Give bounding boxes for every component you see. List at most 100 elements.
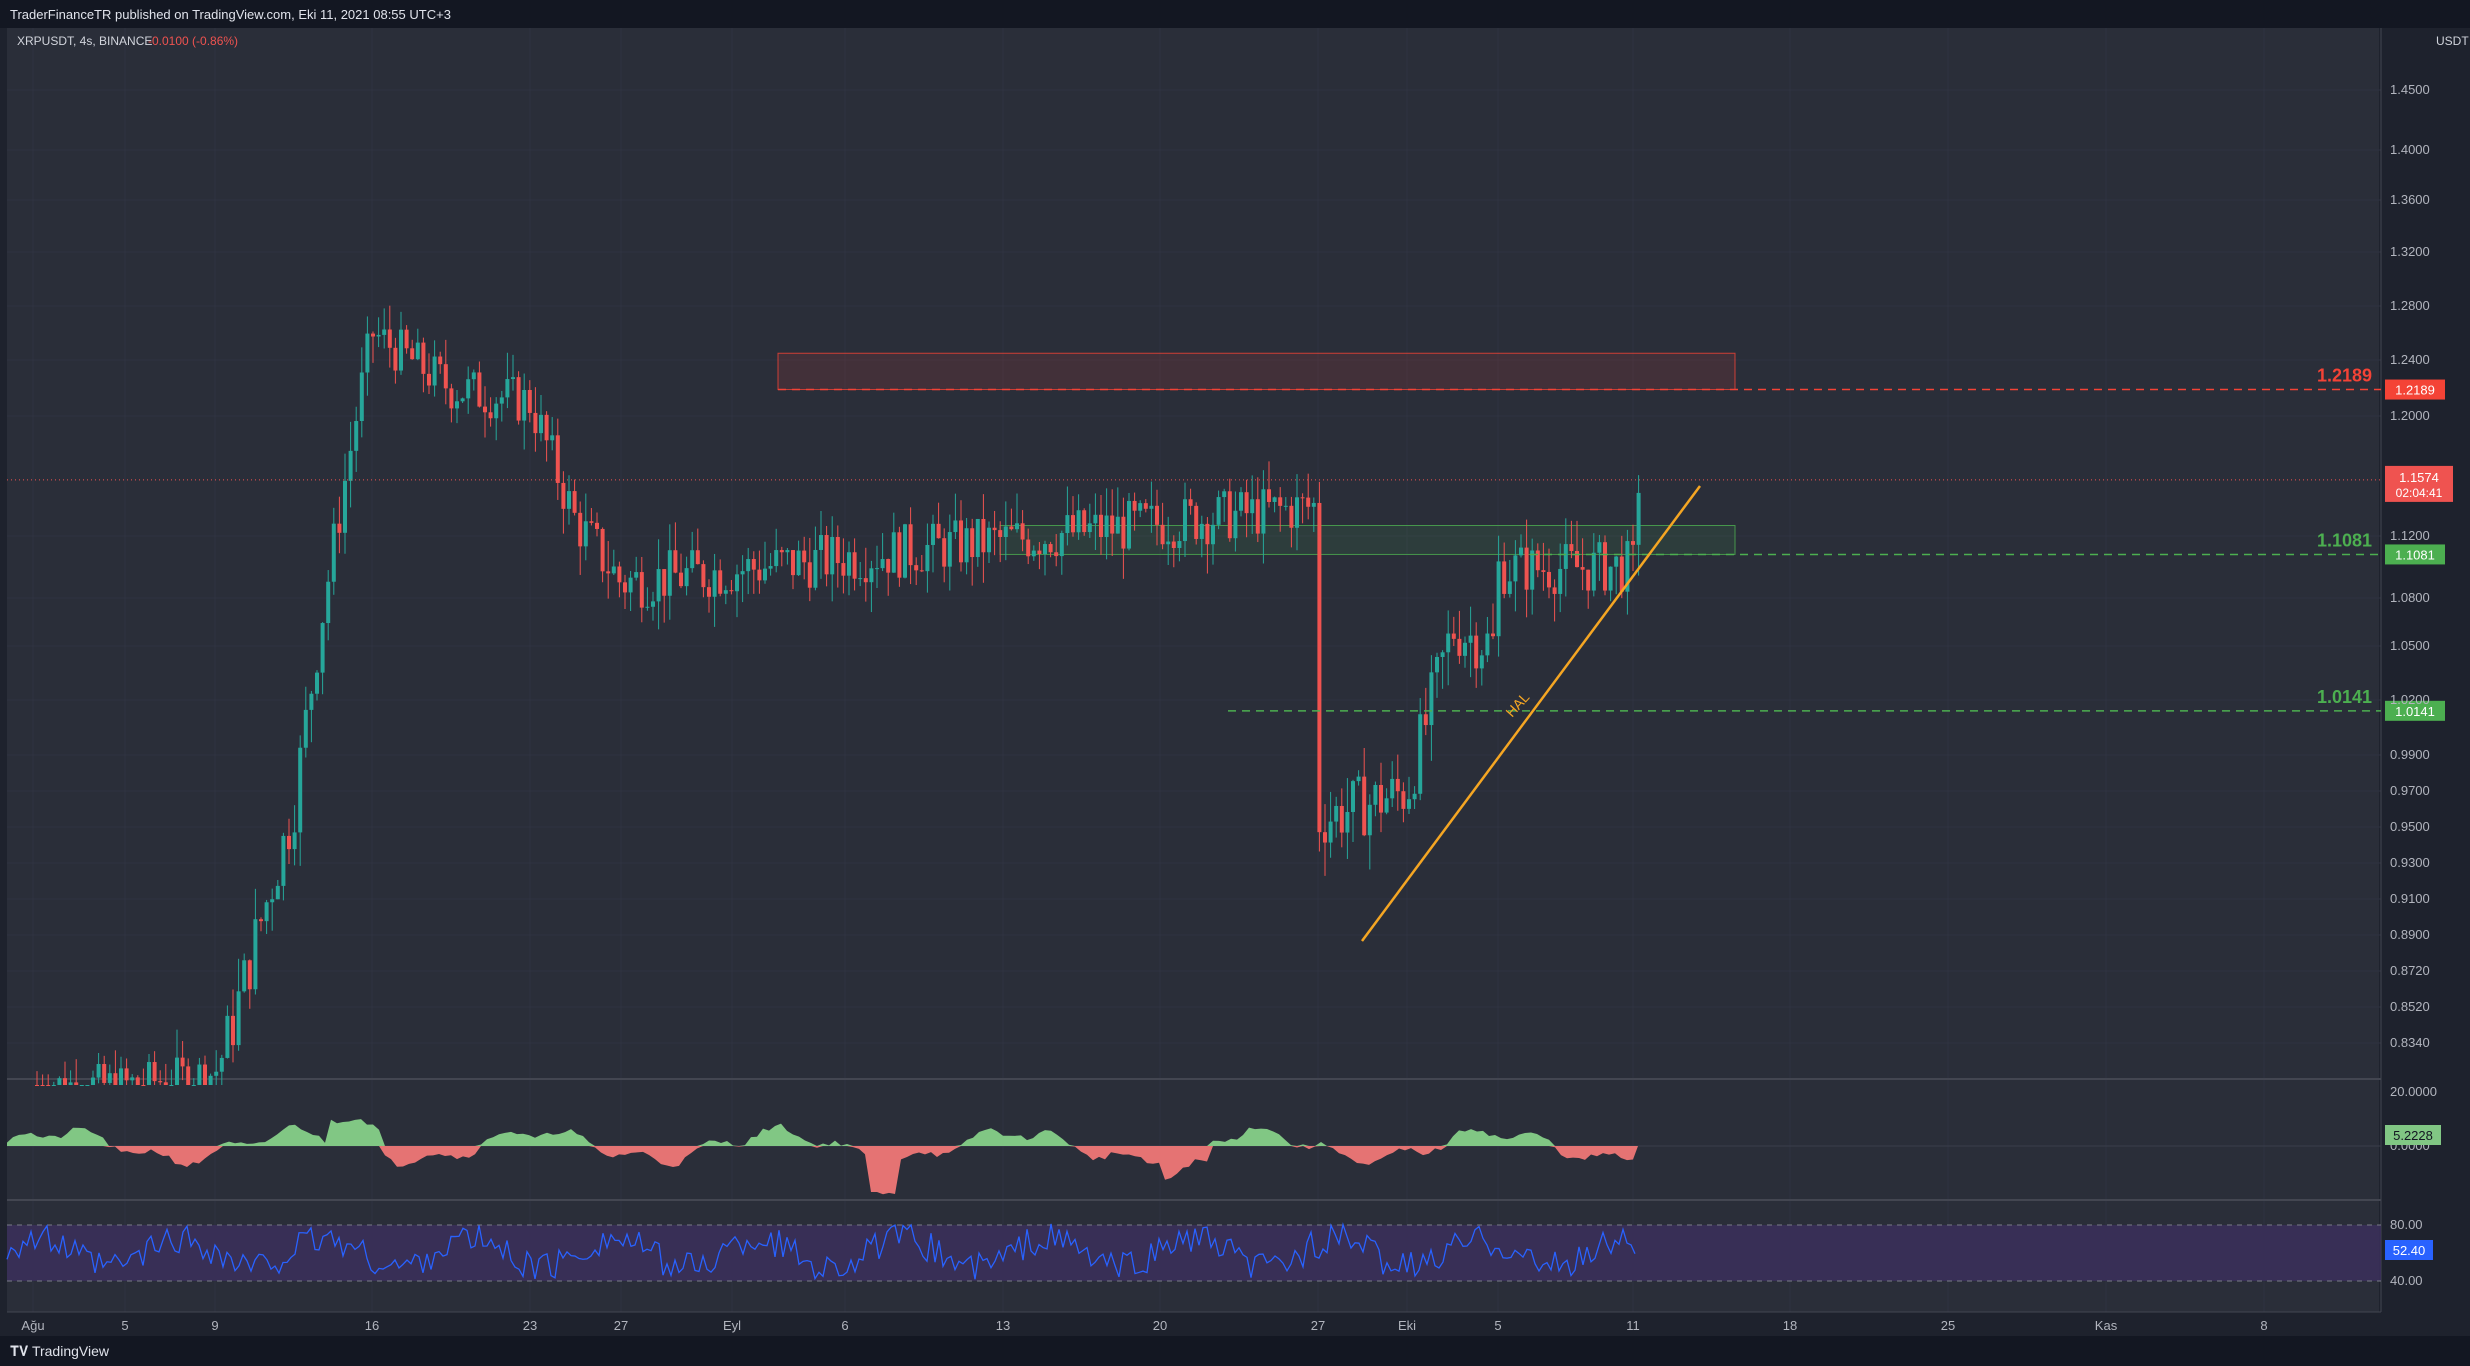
candle-body xyxy=(695,550,700,565)
price-tick-label: 0.9700 xyxy=(2390,783,2430,798)
candle-body xyxy=(1071,515,1075,533)
candle-body xyxy=(511,377,515,380)
candle-body xyxy=(875,568,879,570)
price-tick-label: 0.8900 xyxy=(2390,927,2430,942)
candle-body xyxy=(247,960,252,990)
candle-body xyxy=(1345,812,1350,833)
time-tick-label: 5 xyxy=(1494,1318,1501,1333)
candle-body xyxy=(382,329,387,335)
candle-body xyxy=(740,571,745,575)
time-tick-label: 23 xyxy=(523,1318,537,1333)
candle-body xyxy=(1003,526,1008,538)
candle-body xyxy=(343,480,347,533)
candle-body xyxy=(600,528,605,572)
candle-body xyxy=(919,570,924,572)
price-tick-label: 1.0200 xyxy=(2390,692,2430,707)
candle-body xyxy=(1457,638,1462,656)
candle-body xyxy=(1569,544,1574,551)
candle-body xyxy=(1127,500,1131,549)
candle-body xyxy=(471,372,476,380)
candle-body xyxy=(1625,541,1630,592)
candle-body xyxy=(1031,550,1036,557)
candle-body xyxy=(623,582,627,593)
candle-body xyxy=(1384,798,1389,813)
candle-body xyxy=(779,550,784,553)
chart-footer: 𝐓𝐕 TradingView xyxy=(0,1336,2470,1366)
candle-body xyxy=(751,559,756,570)
candle-body xyxy=(1155,505,1159,525)
candle-body xyxy=(617,566,622,583)
candle-body xyxy=(1356,776,1361,782)
candle-body xyxy=(746,559,751,572)
candle-body xyxy=(1429,672,1434,726)
candle-body xyxy=(880,559,885,569)
candle-body xyxy=(1395,778,1400,792)
candle-body xyxy=(1323,832,1327,843)
level-price-tag-label: 1.0141 xyxy=(2395,704,2435,719)
time-tick-label: 6 xyxy=(841,1318,848,1333)
candle-body xyxy=(807,562,812,588)
candle-body xyxy=(763,568,767,581)
candle-body xyxy=(634,572,639,578)
time-tick-label: 27 xyxy=(1311,1318,1325,1333)
candle-body xyxy=(1216,497,1221,525)
candle-body xyxy=(35,1085,39,1086)
candle-body xyxy=(835,536,840,564)
candle-body xyxy=(449,388,454,409)
candle-body xyxy=(595,522,599,529)
candle-body xyxy=(175,1057,179,1085)
candle-body xyxy=(555,435,560,483)
candle-body xyxy=(1311,502,1316,507)
candle-body xyxy=(331,523,336,582)
candle-body xyxy=(1110,515,1115,534)
price-tick-label: 0.8720 xyxy=(2390,963,2430,978)
candle-body xyxy=(376,334,381,337)
candle-body xyxy=(1250,499,1255,514)
candle-body xyxy=(1272,497,1277,502)
candle-body xyxy=(40,1085,45,1086)
candle-body xyxy=(1468,635,1473,643)
candle-body xyxy=(516,377,521,421)
candle-body xyxy=(1334,805,1339,822)
candle-body xyxy=(1328,821,1333,843)
osc-value-tag xyxy=(2385,1125,2441,1145)
candle-body xyxy=(438,356,443,365)
candle-body xyxy=(219,1057,224,1072)
candle-body xyxy=(1373,784,1378,805)
rsi-pane: 80.00 40.00 52.40 xyxy=(6,1217,2433,1288)
price-axis-background xyxy=(2381,28,2470,1336)
candle-body xyxy=(774,550,779,567)
candle-body xyxy=(947,532,952,567)
price-tick-label: 1.4500 xyxy=(2390,82,2430,97)
candle-body xyxy=(1115,516,1120,534)
last-price-countdown: 02:04:41 xyxy=(2396,486,2443,500)
candle-body xyxy=(225,1015,230,1058)
candle-body xyxy=(415,342,420,360)
candle-body xyxy=(1591,552,1596,591)
candle-body xyxy=(970,528,975,558)
candle-body xyxy=(1121,516,1126,549)
candle-body xyxy=(1586,569,1591,591)
candle-body xyxy=(1552,587,1557,594)
level-price-tag-label: 1.1081 xyxy=(2395,547,2435,562)
candle-body xyxy=(1485,633,1490,656)
candle-body xyxy=(1188,499,1193,506)
candle-body xyxy=(214,1071,219,1076)
trendline xyxy=(1360,485,1702,942)
candle-body xyxy=(897,532,902,578)
candle-body xyxy=(1446,633,1451,653)
rsi-value-label: 52.40 xyxy=(2393,1243,2426,1258)
candle-body xyxy=(527,389,532,413)
candle-body xyxy=(1412,793,1417,800)
candle-body xyxy=(1082,510,1087,533)
osc-positive-area xyxy=(7,1119,1638,1146)
candle-body xyxy=(1199,523,1204,539)
candle-body xyxy=(1563,544,1568,569)
price-tick-label: 0.9100 xyxy=(2390,891,2430,906)
level-label: 1.0141 xyxy=(2317,687,2372,707)
candle-body xyxy=(387,329,392,348)
candle-body xyxy=(1418,714,1423,794)
candle-body xyxy=(718,570,723,594)
candle-body xyxy=(455,401,459,409)
